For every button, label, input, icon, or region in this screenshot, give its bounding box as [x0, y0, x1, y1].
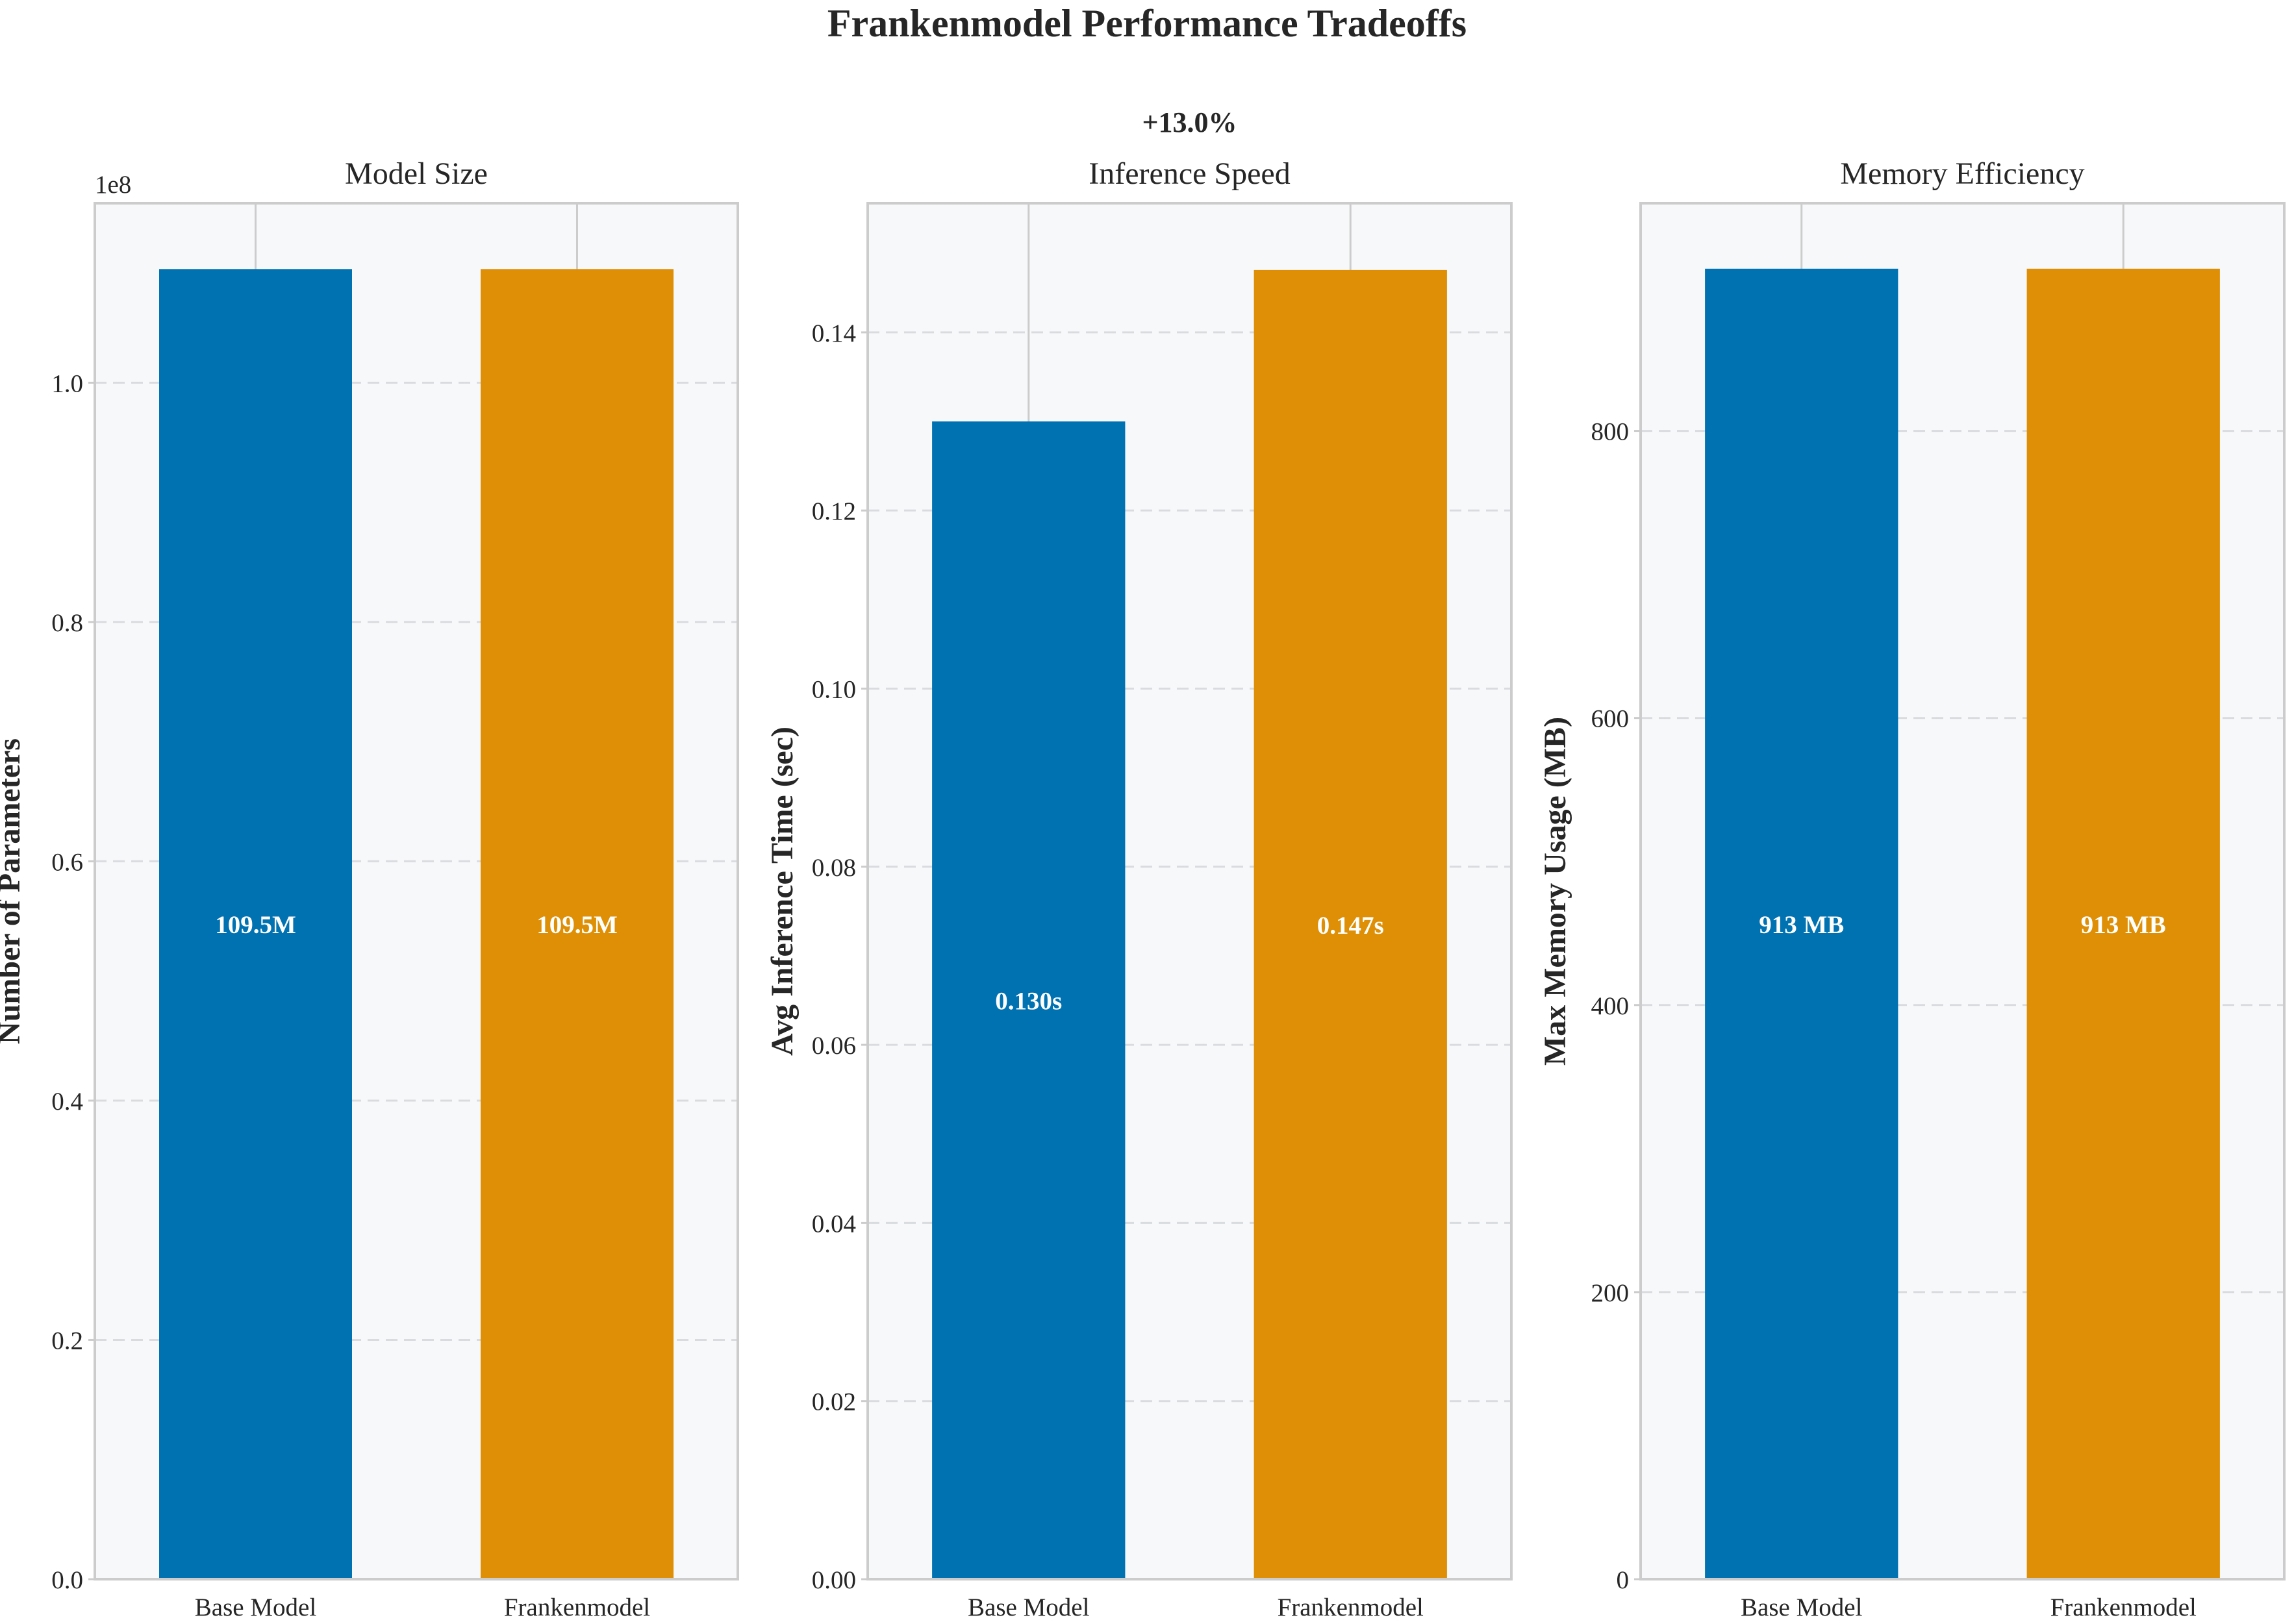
panels: 109.5M 109.5M 0.0 0.2 0.4 0.6 0.8 1.0 Base Model… — [0, 106, 2286, 1621]
y-tick-label: 0.8 — [51, 609, 83, 637]
y-axis-label: Number of Parameters — [0, 738, 27, 1044]
bar-base-model — [1705, 268, 1898, 1579]
y-tick-label: 0.06 — [812, 1032, 856, 1060]
y-tick-label: 0.08 — [812, 854, 856, 882]
y-axis-label: Avg Inference Time (sec) — [765, 727, 800, 1056]
y-tick-label: 1.0 — [51, 369, 83, 397]
y-tick-label: 200 — [1591, 1279, 1630, 1307]
y-tick-label: 0.2 — [51, 1327, 83, 1355]
y-tick-label: 600 — [1591, 705, 1630, 733]
panel-2: 0.130s 0.147s 0.00 0.02 0.04 0.06 0.08 0.10 0.12… — [765, 106, 1513, 1621]
x-tick-label: Frankenmodel — [2050, 1593, 2197, 1621]
panel-title: Memory Efficiency — [1840, 156, 2084, 191]
bar-value-label: 913 MB — [2081, 911, 2166, 939]
y-tick-label: 0.00 — [812, 1566, 856, 1594]
bar-base-model — [932, 421, 1126, 1579]
y-tick-label: 0.12 — [812, 497, 856, 525]
bar-value-label: 0.130s — [995, 988, 1062, 1016]
y-tick-label: 0.04 — [812, 1210, 856, 1238]
y-tick-label: 800 — [1591, 418, 1630, 446]
panel-title: Model Size — [345, 156, 488, 191]
panel-3: 913 MB 913 MB 0 200 400 600 800 Base Model Frank… — [1538, 156, 2286, 1621]
bar-frankenmodel — [1254, 269, 1447, 1580]
y-axis-label: Max Memory Usage (MB) — [1538, 717, 1572, 1066]
x-tick-label: Base Model — [1741, 1593, 1863, 1621]
axes-frame — [1639, 202, 2286, 1580]
axes-frame — [866, 202, 1513, 1580]
figure-title: Frankenmodel Performance Tradeoffs — [827, 2, 1467, 45]
panel-1: 109.5M 109.5M 0.0 0.2 0.4 0.6 0.8 1.0 Base Model… — [0, 156, 739, 1621]
bar-frankenmodel — [481, 269, 674, 1579]
panel-title: Inference Speed — [1089, 156, 1290, 191]
x-tick-label: Frankenmodel — [1278, 1593, 1424, 1621]
bar-value-label: 109.5M — [215, 911, 296, 939]
y-tick-label: 400 — [1591, 992, 1630, 1020]
y-tick-label: 0 — [1617, 1566, 1630, 1594]
x-tick-label: Base Model — [968, 1593, 1090, 1621]
y-tick-label: 0.14 — [812, 319, 856, 347]
y-tick-label: 0.0 — [51, 1566, 83, 1594]
y-tick-label: 0.4 — [51, 1088, 83, 1116]
axes-frame — [94, 202, 739, 1580]
bar-frankenmodel — [2026, 268, 2220, 1579]
bar-value-label: 0.147s — [1317, 912, 1384, 940]
y-tick-label: 0.10 — [812, 675, 856, 703]
bar-value-label: 913 MB — [1759, 911, 1844, 939]
bar-value-label: 109.5M — [536, 911, 618, 939]
y-tick-label: 0.6 — [51, 848, 83, 876]
bar-base-model — [159, 269, 352, 1579]
y-offset-label: 1e8 — [95, 171, 131, 199]
percent-change-annotation: +13.0% — [1142, 106, 1237, 138]
x-tick-label: Frankenmodel — [504, 1593, 650, 1621]
y-tick-label: 0.02 — [812, 1388, 856, 1416]
x-tick-label: Base Model — [195, 1593, 317, 1621]
